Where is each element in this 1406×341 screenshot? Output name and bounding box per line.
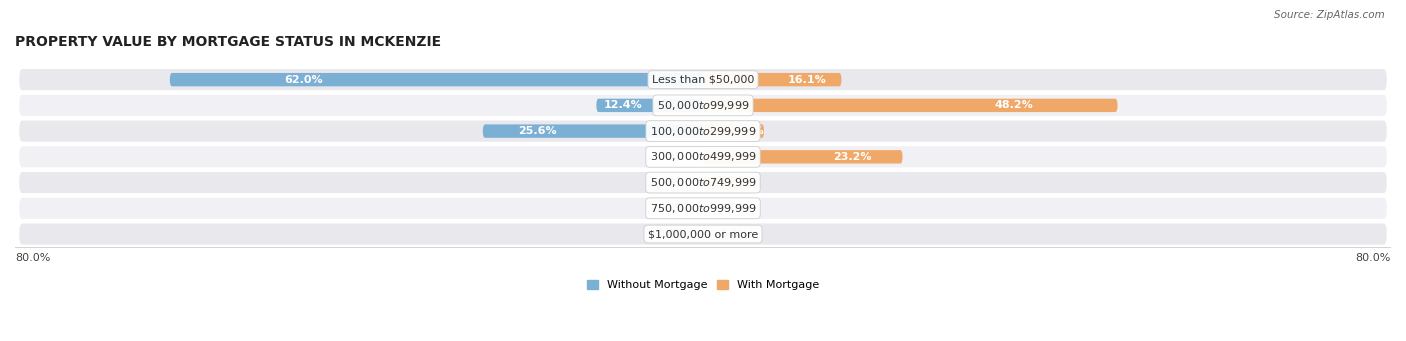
Text: 7.1%: 7.1%: [734, 126, 765, 136]
FancyBboxPatch shape: [703, 124, 763, 138]
FancyBboxPatch shape: [170, 73, 703, 86]
Text: $50,000 to $99,999: $50,000 to $99,999: [657, 99, 749, 112]
Text: 23.2%: 23.2%: [834, 152, 872, 162]
FancyBboxPatch shape: [703, 176, 749, 189]
Text: $750,000 to $999,999: $750,000 to $999,999: [650, 202, 756, 215]
Text: 5.4%: 5.4%: [723, 178, 754, 188]
Text: 16.1%: 16.1%: [787, 75, 827, 85]
Text: 0.0%: 0.0%: [658, 152, 686, 162]
FancyBboxPatch shape: [20, 223, 1386, 244]
Text: 0.0%: 0.0%: [658, 203, 686, 213]
Text: 0.0%: 0.0%: [720, 203, 748, 213]
Text: 0.0%: 0.0%: [658, 229, 686, 239]
Text: $100,000 to $299,999: $100,000 to $299,999: [650, 124, 756, 138]
Text: $1,000,000 or more: $1,000,000 or more: [648, 229, 758, 239]
Text: Less than $50,000: Less than $50,000: [652, 75, 754, 85]
Legend: Without Mortgage, With Mortgage: Without Mortgage, With Mortgage: [588, 280, 818, 290]
Text: 0.0%: 0.0%: [658, 178, 686, 188]
FancyBboxPatch shape: [703, 150, 903, 164]
Text: 12.4%: 12.4%: [603, 100, 643, 110]
Text: 80.0%: 80.0%: [15, 253, 51, 263]
Text: 25.6%: 25.6%: [519, 126, 557, 136]
FancyBboxPatch shape: [20, 69, 1386, 90]
Text: 80.0%: 80.0%: [1355, 253, 1391, 263]
Text: 62.0%: 62.0%: [284, 75, 322, 85]
Text: 0.0%: 0.0%: [720, 229, 748, 239]
FancyBboxPatch shape: [482, 124, 703, 138]
FancyBboxPatch shape: [20, 172, 1386, 193]
FancyBboxPatch shape: [20, 146, 1386, 167]
Text: Source: ZipAtlas.com: Source: ZipAtlas.com: [1274, 10, 1385, 20]
FancyBboxPatch shape: [20, 95, 1386, 116]
FancyBboxPatch shape: [20, 121, 1386, 142]
FancyBboxPatch shape: [20, 198, 1386, 219]
Text: $300,000 to $499,999: $300,000 to $499,999: [650, 150, 756, 163]
FancyBboxPatch shape: [703, 73, 841, 86]
FancyBboxPatch shape: [596, 99, 703, 112]
Text: $500,000 to $749,999: $500,000 to $749,999: [650, 176, 756, 189]
FancyBboxPatch shape: [703, 99, 1118, 112]
Text: 48.2%: 48.2%: [994, 100, 1033, 110]
Text: PROPERTY VALUE BY MORTGAGE STATUS IN MCKENZIE: PROPERTY VALUE BY MORTGAGE STATUS IN MCK…: [15, 35, 441, 49]
